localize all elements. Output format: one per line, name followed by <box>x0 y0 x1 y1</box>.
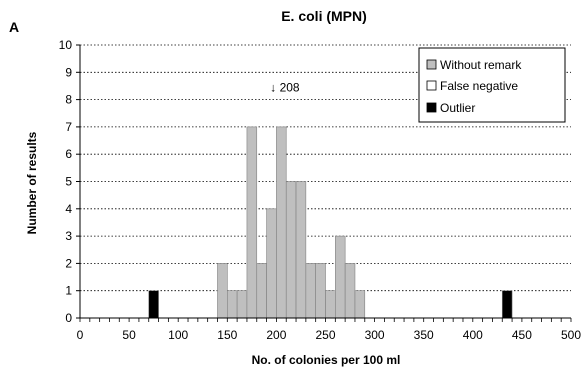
y-tick-label-8: 8 <box>65 93 72 107</box>
legend-swatch-without-remark <box>426 59 437 70</box>
bar-s0-230 <box>305 263 316 319</box>
y-tick-label-10: 10 <box>59 38 73 52</box>
y-tick-label-0: 0 <box>65 311 72 325</box>
bar-s2-430 <box>501 290 513 319</box>
bar-s0-260 <box>335 235 346 319</box>
legend-label-false-negative: False negative <box>440 79 518 93</box>
bar-s0-210 <box>285 181 297 319</box>
axes <box>76 44 572 322</box>
x-axis-label: No. of colonies per 100 ml <box>252 353 401 367</box>
legend-label-outlier: Outlier <box>440 101 475 115</box>
legend-label-without-remark: Without remark <box>440 58 522 72</box>
y-tick-label-9: 9 <box>65 65 72 79</box>
bar-s0-190 <box>266 208 277 319</box>
x-tick-label-250: 250 <box>315 328 335 342</box>
bar-s0-270 <box>344 263 356 319</box>
legend-swatch-outlier <box>426 102 437 113</box>
panel-label: A <box>9 19 19 35</box>
bar-s0-240 <box>315 263 326 319</box>
bar-s0-170 <box>246 126 258 319</box>
x-tick-label-400: 400 <box>463 328 483 342</box>
bar-s0-220 <box>295 181 307 319</box>
x-tick-label-350: 350 <box>414 328 434 342</box>
y-tick-label-1: 1 <box>65 284 72 298</box>
mean-annotation: ↓ 208 <box>270 81 300 95</box>
bar-s0-150 <box>227 290 238 319</box>
legend-box <box>418 47 566 123</box>
bar-s0-280 <box>354 290 366 319</box>
y-tick-label-7: 7 <box>65 120 72 134</box>
y-tick-label-2: 2 <box>65 256 72 270</box>
legend-swatch-false-negative <box>426 80 437 91</box>
bar-s0-200 <box>276 126 287 319</box>
bar-s0-180 <box>256 263 267 319</box>
x-tick-label-200: 200 <box>266 328 286 342</box>
y-tick-label-4: 4 <box>65 202 72 216</box>
y-tick-label-3: 3 <box>65 229 72 243</box>
chart-title: E. coli (MPN) <box>281 8 367 24</box>
x-tick-label-300: 300 <box>365 328 385 342</box>
bars <box>148 126 513 319</box>
x-tick-label-50: 50 <box>122 328 136 342</box>
bar-s0-140 <box>217 263 228 319</box>
x-tick-label-150: 150 <box>217 328 237 342</box>
legend: Without remark False negative Outlier <box>418 47 566 123</box>
bar-s0-160 <box>236 290 248 319</box>
x-tick-label-100: 100 <box>168 328 188 342</box>
y-tick-label-5: 5 <box>65 175 72 189</box>
y-tick-label-6: 6 <box>65 147 72 161</box>
y-axis-label: Number of results <box>25 131 39 234</box>
x-tick-label-500: 500 <box>561 328 581 342</box>
bar-s2-70 <box>148 290 159 319</box>
x-tick-label-0: 0 <box>77 328 84 342</box>
bar-s0-250 <box>325 290 336 319</box>
x-tick-label-450: 450 <box>512 328 532 342</box>
